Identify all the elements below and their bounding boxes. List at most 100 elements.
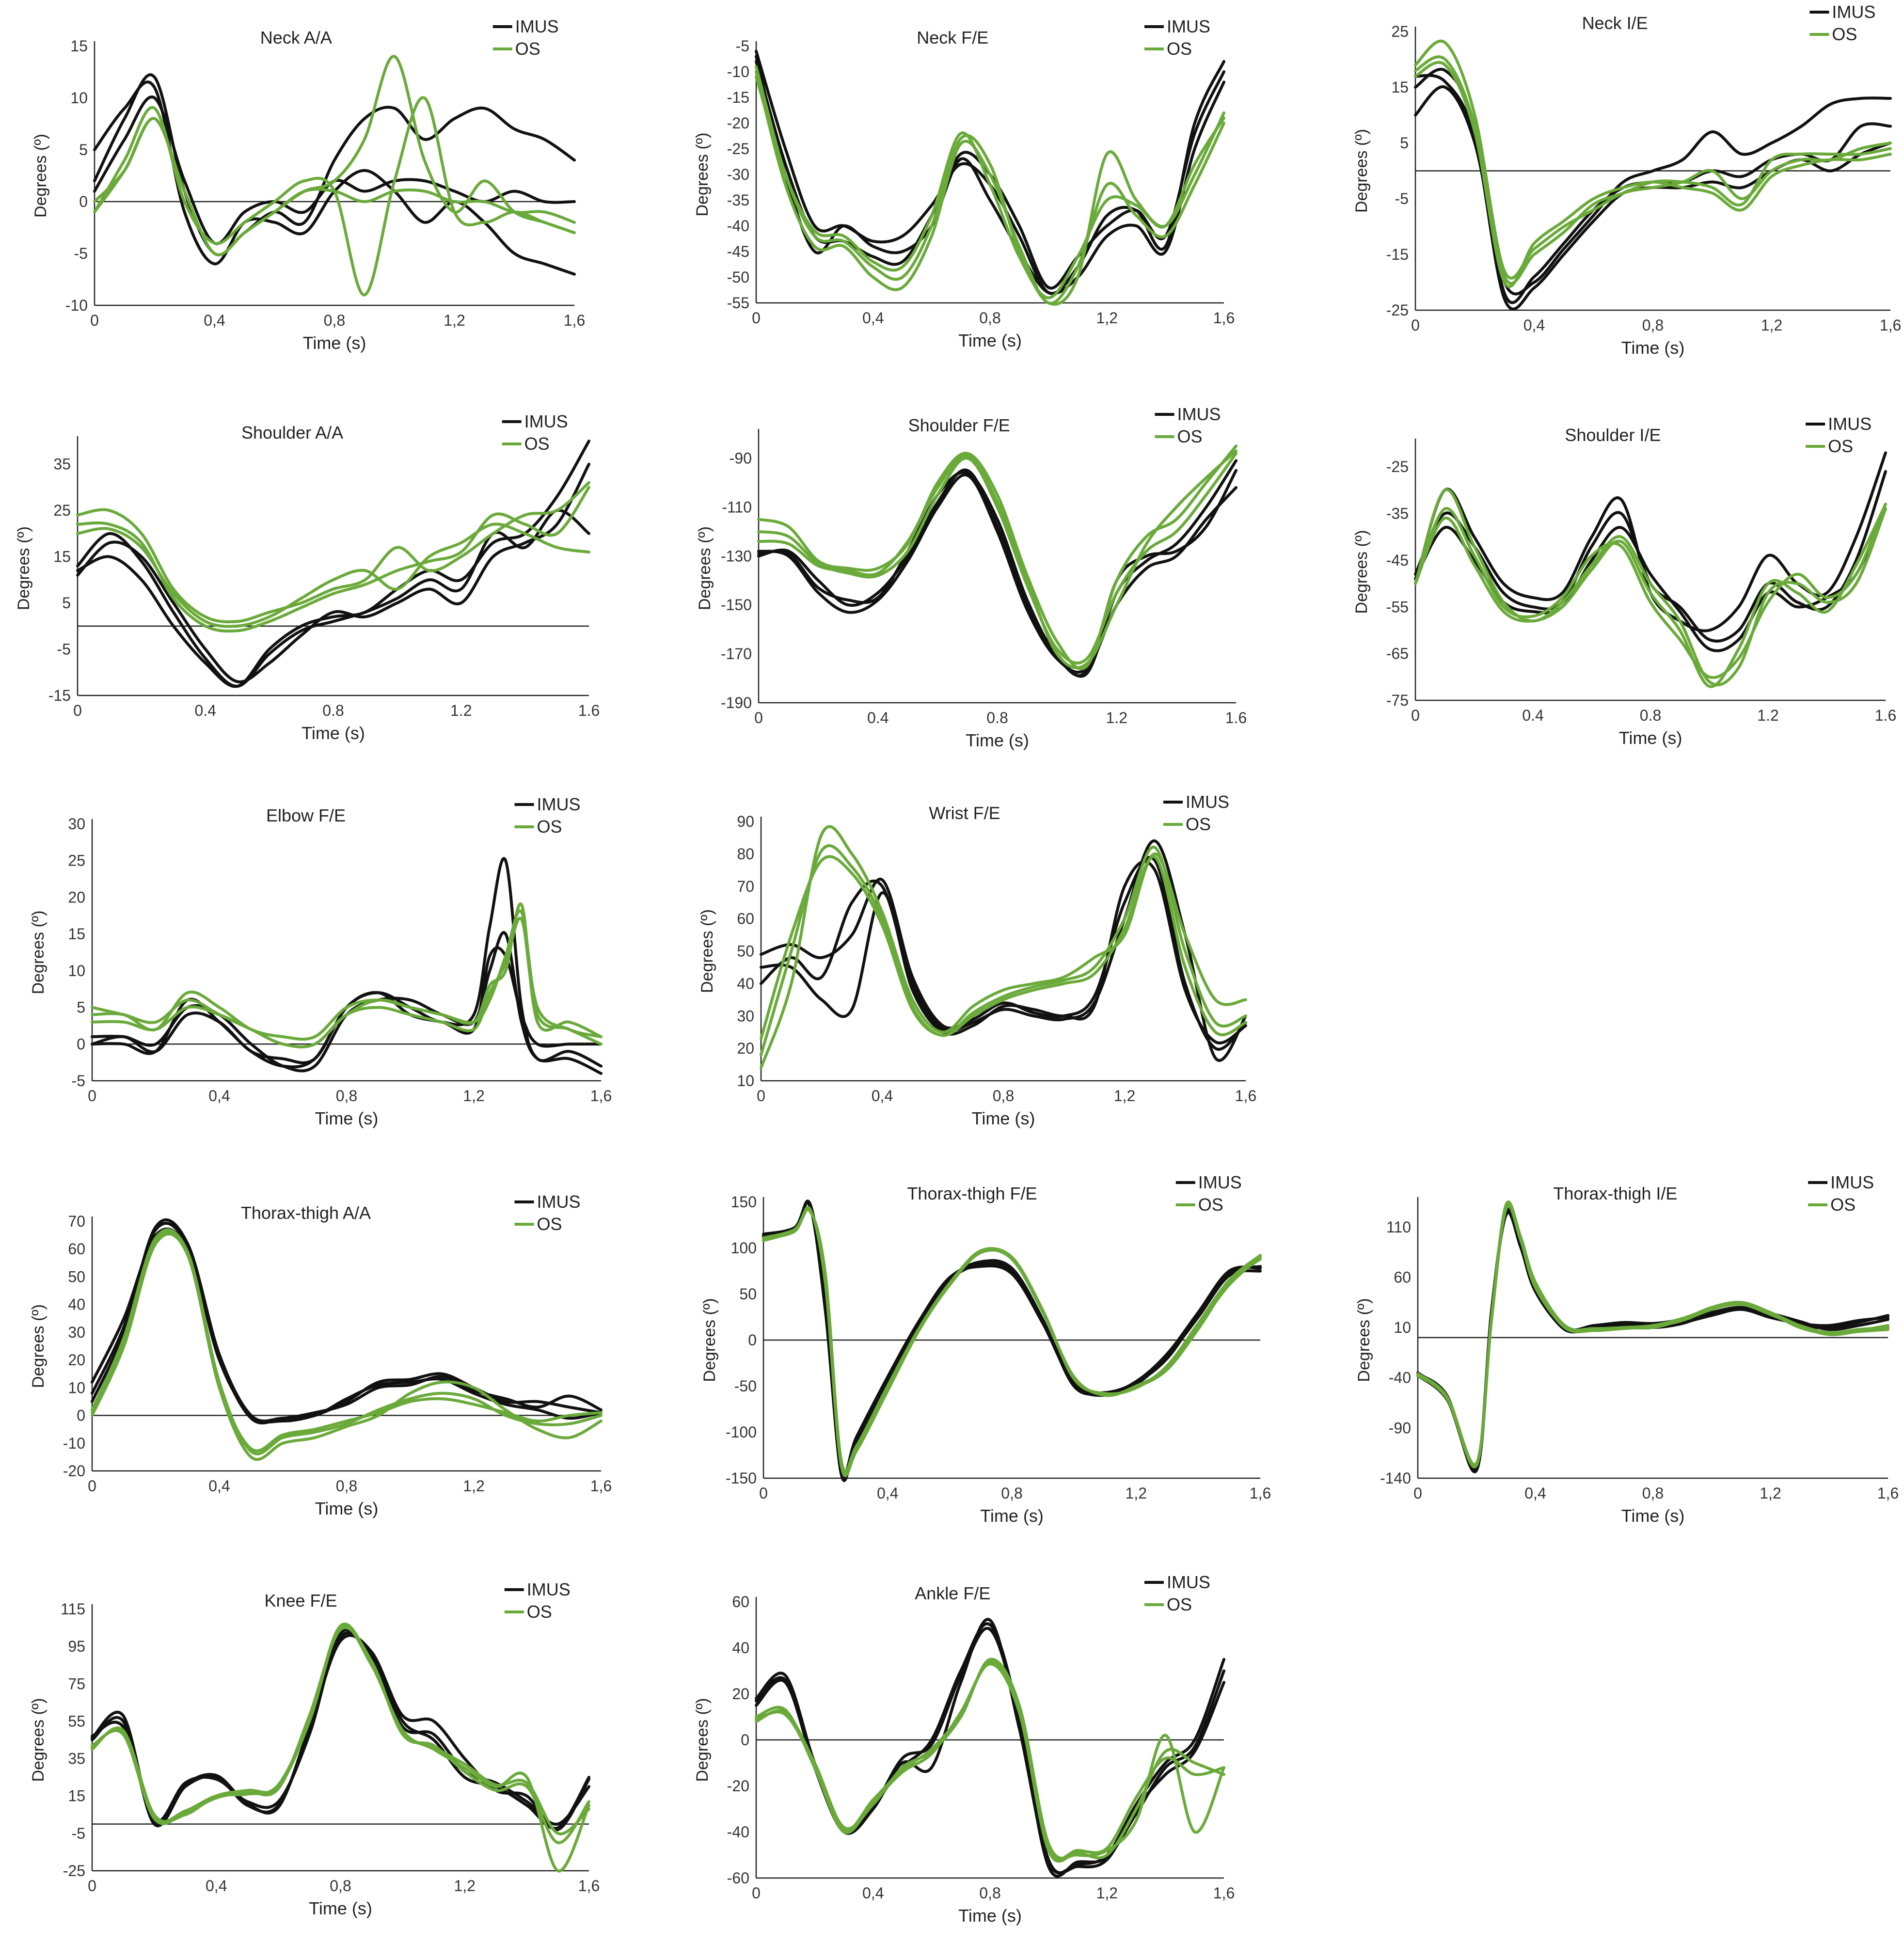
legend-label-imus: IMUS xyxy=(537,794,581,814)
y-axis-title: Degrees (º) xyxy=(1355,1298,1373,1382)
x-tick-label: 0 xyxy=(757,1087,765,1105)
y-tick-label: 5 xyxy=(79,141,88,158)
y-axis-title: Degrees (º) xyxy=(29,1698,48,1782)
y-tick-label: -45 xyxy=(1386,552,1409,569)
legend-label-imus: IMUS xyxy=(1830,1172,1874,1192)
x-tick-label: 0,8 xyxy=(336,1087,357,1105)
y-axis-title: Degrees (º) xyxy=(698,909,716,993)
y-tick-label: 55 xyxy=(68,1712,85,1730)
y-tick-label: 80 xyxy=(737,845,754,863)
series-line-imus xyxy=(91,1631,590,1830)
y-tick-label: 0 xyxy=(77,1407,85,1424)
x-tick-label: 1,2 xyxy=(454,1877,476,1895)
x-tick-label: 0,4 xyxy=(208,1087,230,1105)
y-tick-label: -55 xyxy=(1386,598,1409,616)
y-tick-label: -25 xyxy=(63,1862,85,1879)
series-line-os xyxy=(755,1660,1225,1861)
chart-panel: 90 80 70 60 50 40 30 20 100 0,4 0,8 1,2 1,6 Time (s) D… xyxy=(698,792,1256,1128)
chart-title: Shoulder I/E xyxy=(1565,425,1661,445)
legend-label-imus: IMUS xyxy=(1167,1572,1210,1592)
y-tick-label: -100 xyxy=(726,1423,757,1441)
y-tick-label: 70 xyxy=(737,878,754,895)
x-tick-label: 0,4 xyxy=(862,1884,884,1902)
series-line-os xyxy=(93,117,576,256)
x-tick-label: 0 xyxy=(754,709,763,726)
y-axis-title: Degrees (º) xyxy=(29,910,48,994)
x-tick-label: 1,6 xyxy=(1213,309,1235,327)
legend-label-imus: IMUS xyxy=(1177,404,1221,424)
y-axis-title: Degrees (º) xyxy=(15,526,33,610)
y-axis-title: Degrees (º) xyxy=(696,526,714,610)
series-line-imus xyxy=(91,931,603,1075)
x-axis-title: Time (s) xyxy=(309,1898,372,1918)
chart-title: Neck F/E xyxy=(917,28,988,47)
x-tick-label: 0,4 xyxy=(1523,316,1545,334)
legend-label-os: OS xyxy=(1167,39,1192,59)
x-axis-title: Time (s) xyxy=(1621,338,1685,358)
x-axis-title: Time (s) xyxy=(966,730,1029,750)
x-tick-label: 1,6 xyxy=(590,1087,612,1105)
x-tick-label: 1,6 xyxy=(1235,1087,1256,1105)
series-line-imus xyxy=(762,1200,1262,1479)
series-line-os xyxy=(91,902,603,1041)
x-tick-label: 1.2 xyxy=(450,702,472,719)
series-line-imus xyxy=(91,1634,590,1831)
legend-label-os: OS xyxy=(1186,814,1211,834)
x-tick-label: 1,2 xyxy=(463,1087,484,1105)
series-line-imus xyxy=(91,1227,603,1424)
y-tick-label: 5 xyxy=(1400,134,1409,152)
legend-label-os: OS xyxy=(1198,1195,1223,1215)
series-line-os xyxy=(76,481,590,624)
y-tick-label: 15 xyxy=(53,548,71,566)
y-tick-label: -30 xyxy=(727,166,749,183)
y-tick-label: 5 xyxy=(62,594,71,612)
y-tick-label: 50 xyxy=(68,1268,85,1285)
y-tick-label: 10 xyxy=(68,1379,85,1396)
x-tick-label: 0.8 xyxy=(1640,707,1661,724)
x-axis-title: Time (s) xyxy=(1619,728,1682,748)
x-axis-title: Time (s) xyxy=(972,1108,1035,1128)
series-line-imus xyxy=(91,1628,590,1826)
x-axis-title: Time (s) xyxy=(315,1499,379,1518)
series-line-imus xyxy=(755,1618,1225,1875)
series-line-os xyxy=(1414,40,1892,280)
x-tick-label: 1.6 xyxy=(1875,707,1896,724)
series-line-imus xyxy=(760,860,1247,1044)
y-axis-title: Degrees (º) xyxy=(700,1298,719,1382)
x-tick-label: 0,8 xyxy=(979,1884,1000,1902)
legend-label-os: OS xyxy=(515,39,540,59)
y-tick-label: -110 xyxy=(722,498,752,516)
x-tick-label: 0 xyxy=(759,1484,768,1502)
series-line-imus xyxy=(760,839,1247,1062)
y-tick-label: 25 xyxy=(1391,23,1409,40)
y-tick-label: -20 xyxy=(727,114,749,132)
y-tick-label: -25 xyxy=(1386,301,1409,319)
series-line-os xyxy=(1414,503,1887,679)
legend-label-os: OS xyxy=(1167,1595,1192,1614)
chart-title: Thorax-thigh A/A xyxy=(241,1203,371,1223)
x-tick-label: 0,8 xyxy=(1642,1484,1664,1502)
series-line-os xyxy=(91,1623,590,1835)
y-tick-label: 20 xyxy=(68,888,85,906)
chart-title: Thorax-thigh I/E xyxy=(1553,1184,1677,1203)
series-line-imus xyxy=(757,459,1238,678)
y-tick-label: 15 xyxy=(70,37,88,55)
y-tick-label: 60 xyxy=(1394,1268,1411,1286)
legend-label-imus: IMUS xyxy=(537,1192,581,1212)
x-tick-label: 1,6 xyxy=(590,1477,612,1495)
x-axis-title: Time (s) xyxy=(1621,1506,1685,1526)
chart-title: Ankle F/E xyxy=(915,1583,990,1603)
y-tick-label: 0 xyxy=(79,193,88,210)
y-tick-label: -25 xyxy=(727,140,749,158)
x-tick-label: 0 xyxy=(1411,316,1420,334)
chart-title: Thorax-thigh F/E xyxy=(907,1184,1037,1203)
x-tick-label: 0 xyxy=(73,702,82,719)
y-tick-label: 90 xyxy=(737,813,754,830)
x-tick-label: 1,6 xyxy=(1213,1884,1235,1902)
series-line-os xyxy=(755,70,1225,305)
y-tick-label: -130 xyxy=(721,547,752,565)
y-tick-label: -60 xyxy=(727,1869,749,1887)
